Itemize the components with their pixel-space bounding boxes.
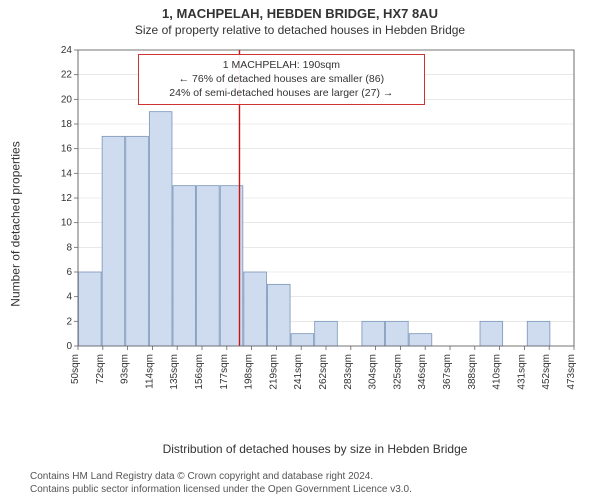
histogram-chart: 02468101214161820222450sqm72sqm93sqm114s… <box>50 44 580 404</box>
svg-text:304sqm: 304sqm <box>368 354 379 390</box>
svg-text:473sqm: 473sqm <box>566 354 577 390</box>
annotation-line-1: 1 MACHPELAH: 190sqm <box>145 58 419 72</box>
svg-text:22: 22 <box>61 70 73 81</box>
svg-text:156sqm: 156sqm <box>194 354 205 390</box>
svg-text:410sqm: 410sqm <box>492 354 503 390</box>
svg-text:20: 20 <box>61 94 73 105</box>
svg-text:283sqm: 283sqm <box>343 354 354 390</box>
svg-text:12: 12 <box>61 193 73 204</box>
footer-attribution: Contains HM Land Registry data © Crown c… <box>30 470 580 496</box>
svg-text:241sqm: 241sqm <box>293 354 304 390</box>
svg-text:219sqm: 219sqm <box>268 354 279 390</box>
svg-text:262sqm: 262sqm <box>318 354 329 390</box>
svg-text:93sqm: 93sqm <box>120 354 131 384</box>
svg-text:10: 10 <box>61 218 73 229</box>
svg-text:4: 4 <box>66 292 72 303</box>
svg-text:6: 6 <box>66 267 72 278</box>
svg-text:14: 14 <box>61 168 73 179</box>
svg-text:16: 16 <box>61 144 73 155</box>
svg-text:18: 18 <box>61 119 73 130</box>
svg-text:135sqm: 135sqm <box>169 354 180 390</box>
svg-text:50sqm: 50sqm <box>70 354 81 384</box>
svg-text:177sqm: 177sqm <box>219 354 230 390</box>
svg-text:388sqm: 388sqm <box>467 354 478 390</box>
svg-text:367sqm: 367sqm <box>442 354 453 390</box>
annotation-box: 1 MACHPELAH: 190sqm ← 76% of detached ho… <box>138 54 426 105</box>
svg-text:24: 24 <box>61 45 73 56</box>
svg-text:452sqm: 452sqm <box>541 354 552 390</box>
annotation-line-3: 24% of semi-detached houses are larger (… <box>145 86 419 100</box>
x-axis-label: Distribution of detached houses by size … <box>50 442 580 456</box>
svg-text:2: 2 <box>66 316 72 327</box>
y-axis-label: Number of detached properties <box>6 44 26 404</box>
svg-text:346sqm: 346sqm <box>417 354 428 390</box>
svg-text:431sqm: 431sqm <box>516 354 527 390</box>
svg-text:0: 0 <box>66 341 72 352</box>
svg-text:198sqm: 198sqm <box>244 354 255 390</box>
svg-text:72sqm: 72sqm <box>95 354 106 384</box>
svg-text:325sqm: 325sqm <box>392 354 403 390</box>
chart-subtitle: Size of property relative to detached ho… <box>0 21 600 37</box>
chart-title-address: 1, MACHPELAH, HEBDEN BRIDGE, HX7 8AU <box>0 0 600 21</box>
footer-line-1: Contains HM Land Registry data © Crown c… <box>30 470 580 483</box>
svg-text:114sqm: 114sqm <box>144 354 155 389</box>
footer-line-2: Contains public sector information licen… <box>30 483 580 496</box>
annotation-line-2: ← 76% of detached houses are smaller (86… <box>145 72 419 86</box>
svg-text:8: 8 <box>66 242 72 253</box>
